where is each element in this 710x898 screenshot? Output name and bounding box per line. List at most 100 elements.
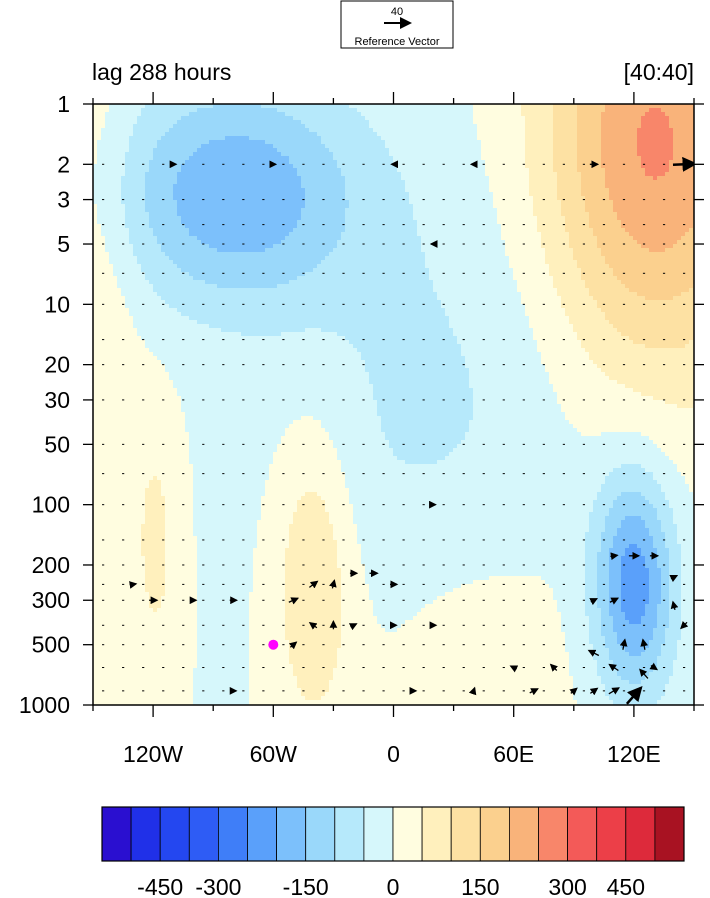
field-cell	[529, 172, 534, 177]
field-cell	[533, 228, 538, 233]
field-cell	[309, 136, 314, 141]
field-cell	[401, 116, 406, 121]
field-cell	[565, 132, 570, 137]
field-cell	[281, 208, 286, 213]
field-cell	[181, 228, 186, 233]
field-cell	[181, 200, 186, 205]
field-cell	[625, 228, 630, 233]
field-cell	[677, 204, 682, 209]
field-cell	[353, 148, 358, 153]
field-cell	[297, 184, 302, 189]
field-cell	[509, 116, 514, 121]
field-cell	[489, 192, 494, 197]
field-cell	[545, 168, 550, 173]
field-cell	[561, 136, 566, 141]
field-cell	[181, 156, 186, 161]
field-cell	[489, 200, 494, 205]
field-cell	[329, 228, 334, 233]
field-cell	[545, 212, 550, 217]
field-cell	[441, 120, 446, 125]
field-cell	[273, 224, 278, 229]
field-cell	[593, 148, 598, 153]
field-cell	[669, 176, 674, 181]
field-cell	[193, 160, 198, 165]
field-cell	[585, 212, 590, 217]
field-cell	[541, 144, 546, 149]
field-cell	[125, 148, 130, 153]
field-cell	[245, 232, 250, 237]
field-cell	[417, 148, 422, 153]
field-cell	[637, 180, 642, 185]
field-cell	[161, 216, 166, 221]
field-cell	[425, 200, 430, 205]
field-cell	[377, 192, 382, 197]
field-cell	[593, 196, 598, 201]
field-cell	[149, 128, 154, 133]
field-cell	[253, 132, 258, 137]
field-cell	[185, 140, 190, 145]
field-cell	[569, 176, 574, 181]
field-cell	[125, 228, 130, 233]
field-cell	[161, 152, 166, 157]
field-cell	[397, 188, 402, 193]
field-cell	[589, 208, 594, 213]
field-cell	[285, 144, 290, 149]
field-cell	[409, 216, 414, 221]
field-cell	[237, 180, 242, 185]
field-cell	[373, 216, 378, 221]
field-cell	[305, 180, 310, 185]
field-cell	[533, 148, 538, 153]
field-cell	[109, 156, 114, 161]
field-cell	[645, 212, 650, 217]
field-cell	[401, 144, 406, 149]
field-cell	[289, 228, 294, 233]
field-cell	[469, 132, 474, 137]
field-cell	[357, 208, 362, 213]
field-cell	[141, 228, 146, 233]
field-cell	[589, 196, 594, 201]
field-cell	[353, 160, 358, 165]
field-cell	[169, 132, 174, 137]
field-cell	[209, 212, 214, 217]
field-cell	[585, 196, 590, 201]
field-cell	[269, 176, 274, 181]
field-cell	[117, 180, 122, 185]
field-cell	[353, 120, 358, 125]
field-cell	[609, 204, 614, 209]
field-cell	[657, 212, 662, 217]
field-cell	[649, 204, 654, 209]
field-cell	[401, 188, 406, 193]
field-cell	[573, 112, 578, 117]
field-cell	[105, 148, 110, 153]
field-cell	[177, 208, 182, 213]
field-cell	[141, 232, 146, 237]
field-cell	[109, 232, 114, 237]
field-cell	[545, 156, 550, 161]
field-cell	[557, 148, 562, 153]
field-cell	[609, 184, 614, 189]
field-cell	[445, 176, 450, 181]
field-cell	[477, 208, 482, 213]
field-cell	[281, 176, 286, 181]
field-cell	[385, 196, 390, 201]
field-cell	[389, 192, 394, 197]
field-cell	[365, 176, 370, 181]
field-cell	[465, 180, 470, 185]
field-cell	[505, 136, 510, 141]
field-cell	[277, 168, 282, 173]
field-cell	[433, 168, 438, 173]
field-cell	[429, 108, 434, 113]
field-cell	[309, 232, 314, 237]
field-cell	[569, 196, 574, 201]
field-cell	[473, 196, 478, 201]
field-cell	[213, 216, 218, 221]
field-cell	[365, 128, 370, 133]
field-cell	[385, 116, 390, 121]
field-cell	[225, 120, 230, 125]
field-cell	[505, 132, 510, 137]
field-cell	[501, 116, 506, 121]
field-cell	[685, 192, 690, 197]
field-cell	[225, 232, 230, 237]
field-cell	[677, 124, 682, 129]
field-cell	[689, 188, 694, 193]
